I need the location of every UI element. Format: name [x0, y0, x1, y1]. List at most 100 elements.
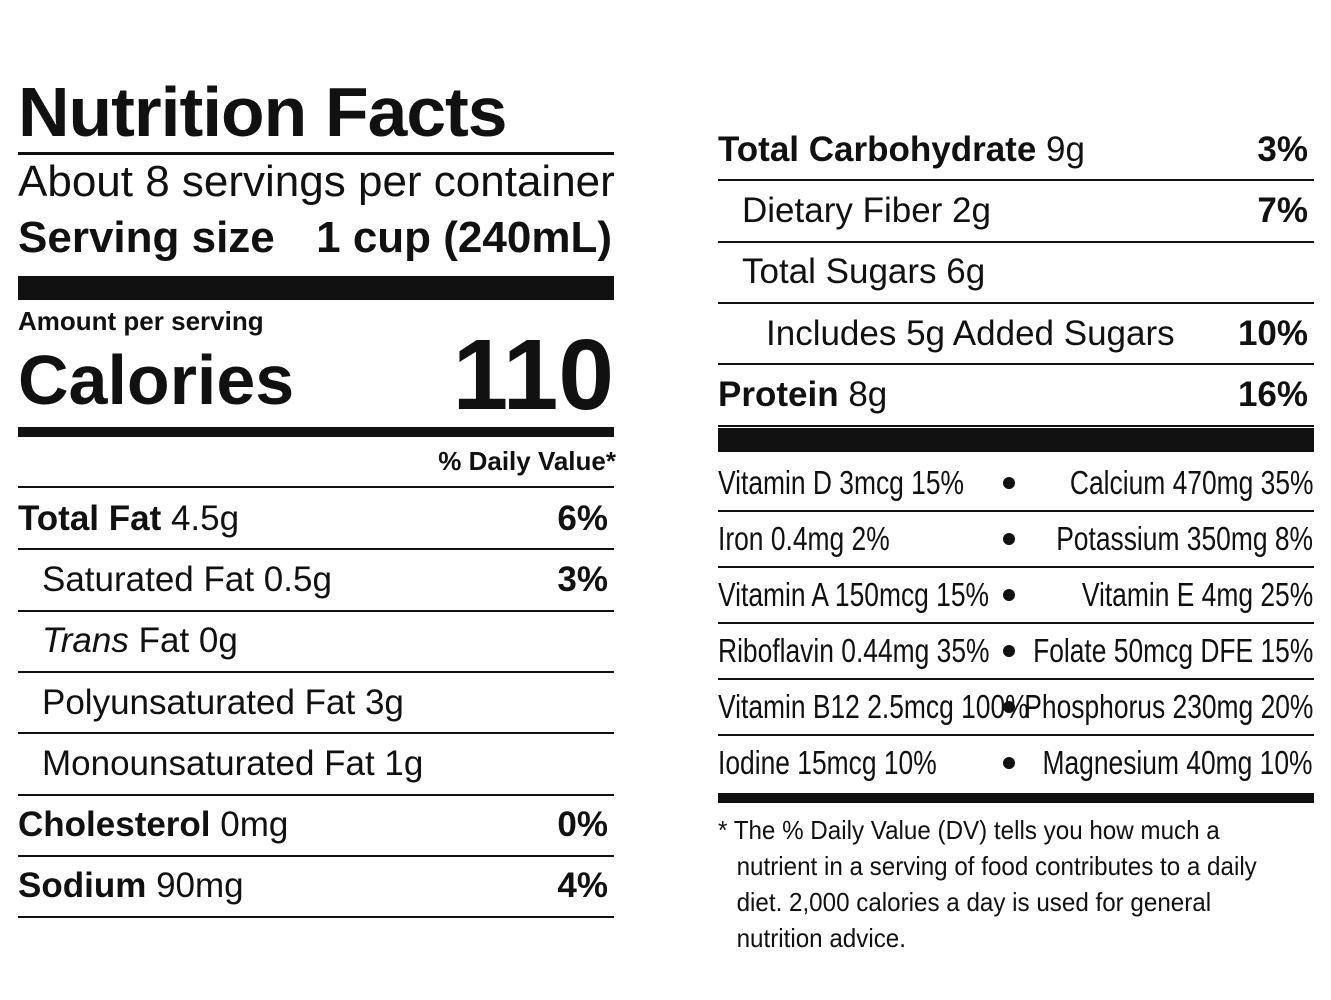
nutrient-name: Dietary Fiber 2g [742, 190, 991, 230]
nutrient-name-group: Cholesterol 0mg [18, 805, 288, 845]
rule [18, 854, 614, 857]
nutrient-name-group: Protein 8g [718, 375, 887, 415]
nutrient-row: Polyunsaturated Fat 3g [18, 672, 608, 733]
rule [18, 486, 614, 488]
vitamin-right: Potassium 350mg 8% [1056, 520, 1313, 557]
nutrient-amount: 0mg [220, 805, 289, 845]
rule [718, 179, 1314, 182]
nutrient-name-group: Saturated Fat 0.5g [18, 560, 332, 600]
nutrient-row: Total Fat 4.5g 6% [18, 488, 608, 549]
vitamin-left: Vitamin B12 2.5mcg 100% [718, 688, 1029, 725]
nutrient-name: Total Sugars 6g [742, 252, 986, 292]
nutrient-dv: 3% [1257, 129, 1308, 169]
dv-header: % Daily Value* [438, 446, 616, 476]
nutrient-name-group: Polyunsaturated Fat 3g [18, 683, 404, 723]
footnote: * The % Daily Value (DV) tells you how m… [718, 815, 1257, 953]
vitamin-row: Riboflavin 0.44mg 35% Folate 50mcg DFE 15… [718, 623, 1313, 679]
nutrient-name-group: Total Fat 4.5g [18, 499, 239, 539]
nutrient-name: Protein [718, 374, 839, 414]
vitamin-row: Vitamin D 3mcg 15% Calcium 470mg 35% [718, 455, 1313, 511]
nutrient-name-prefix: Trans [42, 621, 129, 661]
nutrient-dv: 6% [557, 498, 608, 538]
bullet [1003, 589, 1015, 601]
nutrient-name-group: Sodium 90mg [18, 866, 244, 906]
nutrient-dv: 7% [1257, 190, 1308, 230]
serving-size-value: 1 cup (240mL) [316, 213, 612, 262]
nutrient-name: Total Carbohydrate [718, 129, 1037, 169]
nutrient-dv: 3% [557, 559, 608, 599]
vitamin-row: Iodine 15mcg 10% Magnesium 40mg 10% [718, 735, 1313, 791]
nutrient-row: Total Sugars 6g [718, 242, 1308, 303]
nutrient-name-group: Dietary Fiber 2g [718, 191, 991, 231]
vitamin-left: Vitamin A 150mcg 15% [718, 576, 990, 613]
vitamin-left: Iron 0.4mg 2% [718, 520, 890, 557]
rule [18, 916, 614, 919]
vitamin-right: Phosphorus 230mg 20% [1023, 688, 1313, 725]
nutrient-name-group: Trans Fat 0g [18, 621, 238, 661]
rule [18, 609, 614, 612]
vitamin-left: Riboflavin 0.44mg 35% [718, 632, 990, 669]
nutrient-row: Cholesterol 0mg 0% [18, 795, 608, 856]
bullet [1003, 477, 1015, 489]
vitamin-row: Vitamin A 150mcg 15% Vitamin E 4mg 25% [718, 567, 1313, 623]
nutrient-name: Polyunsaturated Fat 3g [42, 682, 404, 722]
calories-value: 110 [452, 319, 614, 431]
thick-rule [18, 276, 614, 300]
rule [718, 622, 1314, 624]
nutrient-name-group: Total Carbohydrate 9g [718, 130, 1085, 170]
vitamin-right: Calcium 470mg 35% [1069, 464, 1313, 501]
nutrient-dv: 0% [557, 805, 608, 845]
nutrient-row: Dietary Fiber 2g 7% [718, 180, 1308, 241]
rule [718, 424, 1314, 427]
vitamin-right: Folate 50mcg DFE 15% [1032, 632, 1313, 669]
rule [718, 566, 1314, 568]
vitamin-row: Vitamin B12 2.5mcg 100% Phosphorus 230mg … [718, 679, 1313, 735]
rule [18, 152, 614, 155]
vitamin-row: Iron 0.4mg 2% Potassium 350mg 8% [718, 511, 1313, 567]
vitamin-left: Iodine 15mcg 10% [718, 744, 937, 781]
thick-rule [718, 428, 1314, 452]
nutrient-name-group: Includes 5g Added Sugars [718, 314, 1175, 354]
bullet [1003, 701, 1015, 713]
nutrient-row: Includes 5g Added Sugars 10% [718, 303, 1308, 364]
nutrient-row: Saturated Fat 0.5g 3% [18, 549, 608, 610]
rule [18, 732, 614, 735]
nutrient-amount: 9g [1046, 129, 1085, 169]
nutrient-name: Fat 0g [138, 621, 238, 661]
rule [718, 301, 1314, 304]
rule [18, 793, 614, 796]
nutrient-amount: 4.5g [170, 498, 240, 538]
nutrient-name-group: Total Sugars 6g [718, 252, 985, 292]
nutrient-row: Total Carbohydrate 9g 3% [718, 119, 1308, 180]
serving-size: Serving size 1 cup (240mL) [18, 212, 612, 264]
rule [718, 678, 1314, 680]
nutrient-name: Monounsaturated Fat 1g [42, 743, 424, 783]
nutrient-dv: 10% [1237, 313, 1308, 353]
rule [718, 240, 1314, 243]
medium-rule [718, 793, 1314, 803]
nutrient-name: Includes 5g Added Sugars [766, 313, 1175, 353]
rule [18, 548, 614, 551]
nutrient-name: Total Fat [18, 498, 162, 538]
bullet [1003, 533, 1015, 545]
servings: About 8 servings per container [18, 157, 615, 206]
rule [18, 670, 614, 673]
nutrient-amount: 8g [848, 374, 888, 414]
serving-size-label: Serving size [18, 213, 275, 262]
rule [718, 510, 1314, 512]
bullet [1003, 757, 1015, 769]
vitamin-left: Vitamin D 3mcg 15% [718, 464, 965, 501]
nutrient-row: Protein 8g 16% [718, 364, 1308, 425]
nutrient-dv: 16% [1237, 374, 1308, 414]
bullet [1003, 645, 1015, 657]
nutrient-row: Monounsaturated Fat 1g [18, 733, 608, 794]
vitamin-right: Vitamin E 4mg 25% [1081, 576, 1313, 613]
nutrient-name-group: Monounsaturated Fat 1g [18, 744, 423, 784]
nutrient-row: Sodium 90mg 4% [18, 856, 608, 917]
nutrient-amount: 90mg [156, 866, 244, 906]
title: Nutrition Facts [18, 73, 508, 151]
nutrient-name: Saturated Fat 0.5g [42, 559, 332, 599]
rule [718, 734, 1314, 736]
calories-label: Calories [18, 341, 295, 419]
